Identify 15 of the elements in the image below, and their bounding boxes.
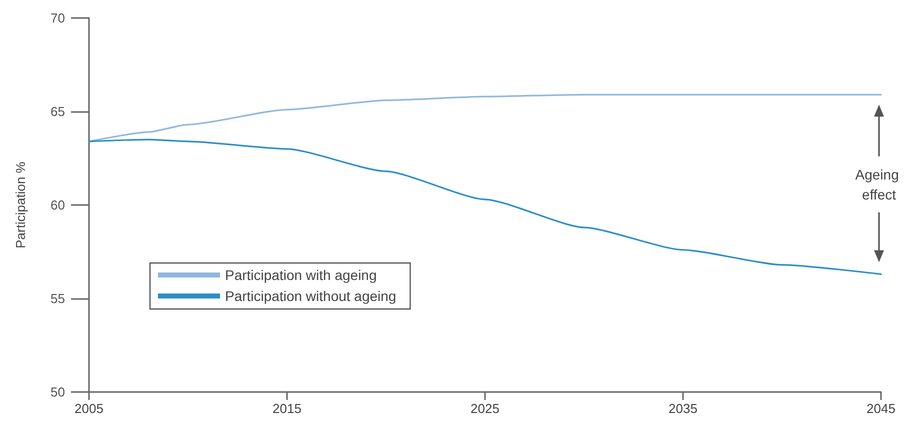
y-axis-title: Participation % xyxy=(13,161,28,248)
y-tick-label: 55 xyxy=(50,291,65,306)
legend-label: Participation without ageing xyxy=(225,288,396,304)
y-tick-label: 65 xyxy=(50,104,65,119)
x-tick-label: 2005 xyxy=(74,401,104,416)
y-tick-label: 70 xyxy=(50,10,65,26)
x-tick-label: 2045 xyxy=(866,401,896,416)
x-tick-label: 2035 xyxy=(668,401,698,416)
x-tick-label: 2025 xyxy=(470,401,500,416)
y-tick-label: 50 xyxy=(50,384,65,400)
legend-label: Participation with ageing xyxy=(225,267,377,283)
y-tick-label: 60 xyxy=(50,198,65,212)
x-tick-label: 2015 xyxy=(272,401,302,416)
annotation: Ageing effect xyxy=(855,166,903,202)
line-series xyxy=(88,94,882,142)
